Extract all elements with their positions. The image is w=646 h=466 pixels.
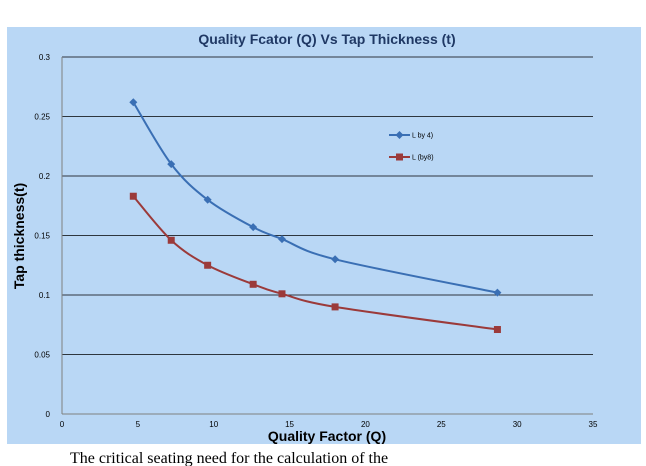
y-tick-label: 0.05 [34,351,50,360]
data-point [204,261,212,269]
legend-label: L by 4) [412,133,433,140]
legend: L by 4) L (by8) [389,131,434,162]
series-1 [129,98,502,297]
data-point [203,195,212,204]
x-tick-label: 5 [136,420,141,429]
y-tick-label: 0 [46,410,51,419]
chart-title: Quality Fcator (Q) Vs Tap Thickness (t) [198,31,455,47]
legend-label: L (by8) [412,155,434,162]
x-tick-label: 0 [60,420,65,429]
series-layer [129,98,502,334]
series-2 [129,192,501,334]
x-axis-ticks: 0 5 10 15 20 25 30 35 [60,420,598,429]
x-tick-label: 30 [513,420,522,429]
x-tick-label: 15 [285,420,294,429]
y-tick-label: 0.15 [34,232,50,241]
y-axis-label: Tap thickness(t) [11,183,27,289]
x-axis-label: Quality Factor (Q) [268,428,386,444]
y-tick-label: 0.1 [39,291,51,300]
data-point [129,98,138,107]
legend-marker [396,153,403,161]
gridlines [62,56,593,355]
data-point [331,255,340,264]
caption-text: The critical seating need for the calcul… [70,450,389,466]
data-point [249,280,257,288]
x-tick-label: 25 [437,420,446,429]
x-tick-label: 10 [209,420,218,429]
x-tick-label: 20 [361,420,370,429]
chart: Quality Fcator (Q) Vs Tap Thickness (t) … [7,27,641,444]
data-point [493,326,501,334]
legend-marker [395,131,404,139]
data-point [129,192,137,200]
data-point [277,235,286,244]
y-tick-label: 0.25 [34,113,50,122]
y-tick-label: 0.3 [39,53,51,62]
data-point [249,223,258,232]
data-point [167,160,176,169]
data-point [493,288,502,297]
y-tick-label: 0.2 [39,172,51,181]
x-tick-label: 35 [589,420,598,429]
data-point [278,290,286,298]
data-point [331,303,339,311]
y-axis-ticks: 0 0.05 0.1 0.15 0.2 0.25 0.3 [34,53,50,419]
data-point [167,236,175,244]
